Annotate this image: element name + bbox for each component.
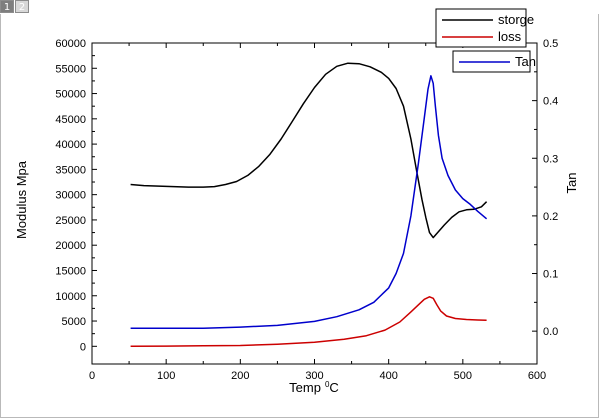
x-tick-label: 300: [305, 370, 323, 382]
y-left-tick-label: 15000: [55, 265, 86, 277]
y-left-tick-label: 40000: [55, 139, 86, 151]
legend-left: storge loss: [435, 8, 534, 48]
series-line-tan: [130, 75, 488, 330]
y-left-tick-label: 45000: [55, 114, 86, 126]
x-tick-label: 600: [528, 370, 546, 382]
y-left-tick-label: 50000: [55, 89, 86, 101]
y-right-tick-label: 0.3: [543, 153, 558, 165]
y-left-tick-label: 0: [80, 341, 86, 353]
y-left-tick-label: 55000: [55, 63, 86, 75]
y-left-tick-label: 25000: [55, 215, 86, 227]
series-line-loss: [130, 296, 487, 348]
legend-label-tan: Tan: [515, 54, 536, 69]
y-right-tick-label: 0.2: [543, 211, 558, 223]
y-axis-right-title: Tan: [564, 173, 579, 194]
legend-label-storge: storge: [498, 12, 534, 27]
legend-right: Tan: [452, 50, 536, 73]
legend-label-loss: loss: [498, 29, 522, 44]
y-left-tick-label: 30000: [55, 190, 86, 202]
x-axis-title: Temp 0C: [289, 380, 339, 395]
y-left-tick-label: 5000: [62, 316, 86, 328]
page-tab-1[interactable]: 1: [0, 0, 14, 13]
x-tick-label: 200: [231, 370, 249, 382]
y-left-tick-label: 10000: [55, 291, 86, 303]
page-tab-2[interactable]: 2: [15, 0, 29, 13]
graph-frame: [0, 14, 599, 418]
y-left-tick-label: 60000: [55, 38, 86, 50]
y-right-tick-label: 0.4: [543, 96, 558, 108]
x-tick-label: 0: [89, 370, 95, 382]
x-tick-label: 400: [379, 370, 397, 382]
page-tabs: 1 2: [0, 0, 30, 14]
x-tick-label: 100: [157, 370, 175, 382]
y-right-tick-label: 0.5: [543, 38, 558, 50]
x-tick-label: 500: [454, 370, 472, 382]
series-line-storge: [130, 62, 488, 239]
y-right-tick-label: 0.1: [543, 269, 558, 281]
y-left-tick-label: 20000: [55, 240, 86, 252]
y-right-tick-label: 0.0: [543, 326, 558, 338]
y-left-tick-label: 35000: [55, 164, 86, 176]
y-axis-left-title: Modulus Mpa: [14, 160, 29, 239]
legend-left-frame: [435, 8, 527, 48]
